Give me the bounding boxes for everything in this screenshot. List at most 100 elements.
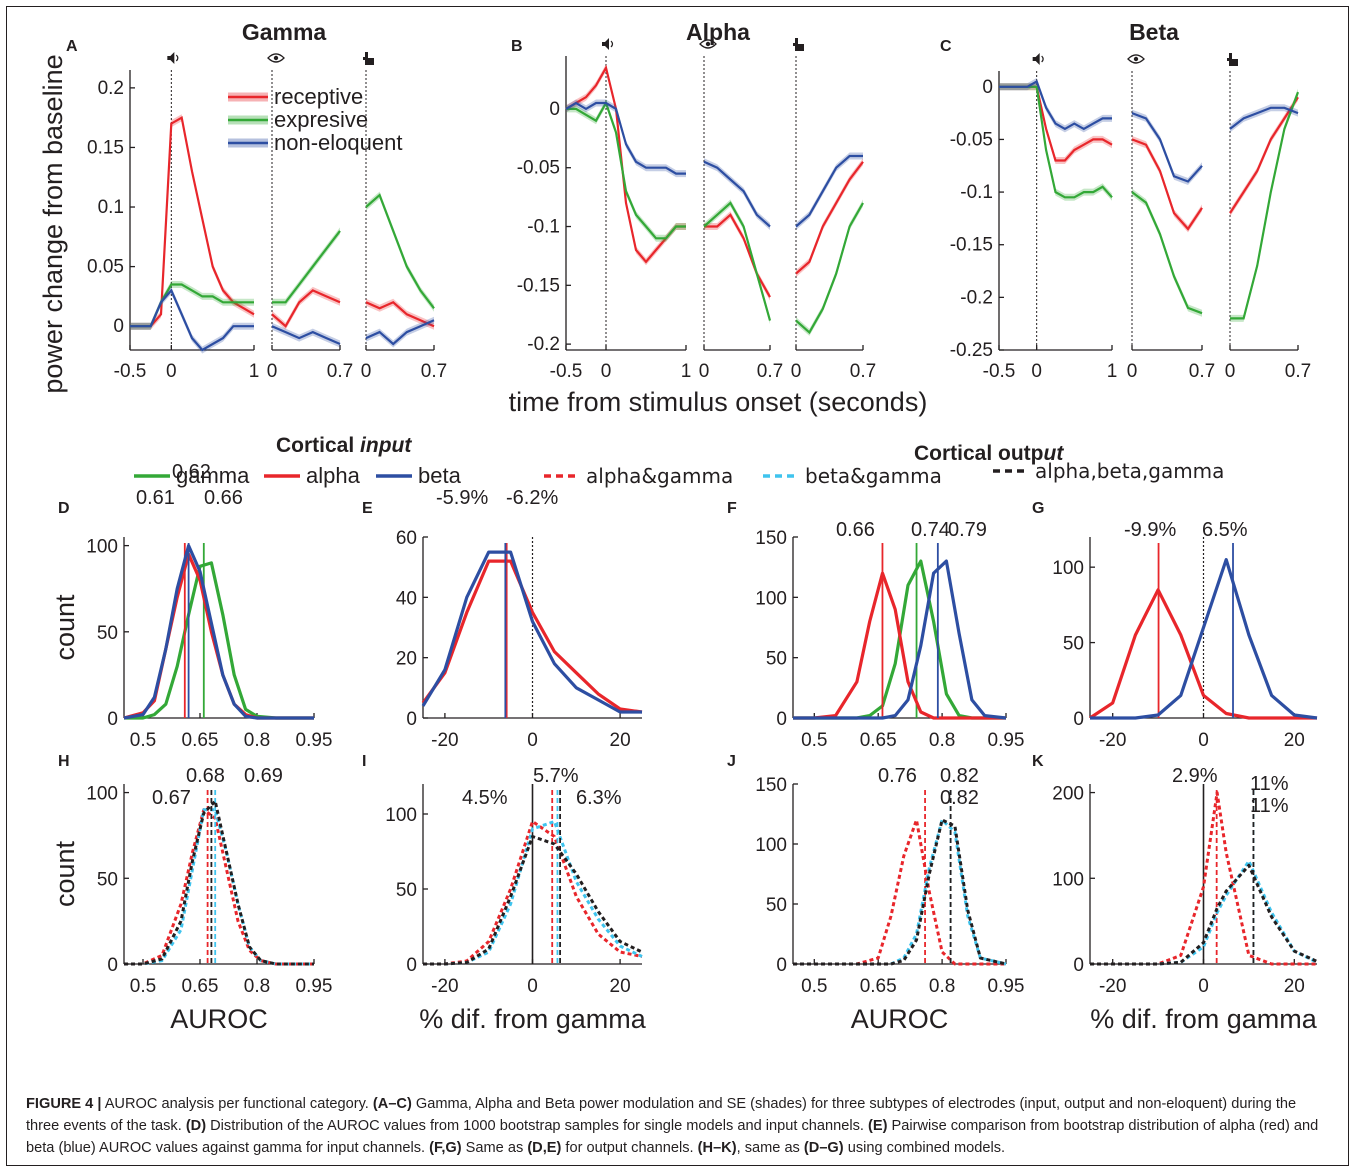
series-shade-receptive (704, 211, 770, 301)
caption-text: (D–G) (803, 1140, 844, 1156)
value-annotation: 0.66 (836, 519, 875, 541)
y-tick-label: 0.15 (87, 137, 124, 158)
series-line-expresive (566, 100, 686, 240)
caption-text: , same as (736, 1140, 804, 1156)
y-tick-label: 0 (107, 955, 118, 976)
y-tick-label: 0 (1073, 709, 1084, 730)
x-tick-label: 1 (1107, 361, 1118, 382)
value-annotation: 0.67 (152, 787, 191, 809)
series-line-expresive (795, 202, 864, 335)
x-tick-label: 20 (610, 976, 631, 997)
x-tick-label: 0.7 (1189, 361, 1215, 382)
value-annotation: 4.5% (462, 787, 508, 809)
x-tick-label: 0.5 (130, 730, 156, 751)
x-tick-label: 0.8 (244, 976, 270, 997)
legend-label: non-eloquent (274, 130, 402, 155)
figure-frame (6, 6, 1349, 1166)
x-tick-label: -20 (431, 730, 458, 751)
series-line-non-eloquent (1229, 106, 1299, 130)
x-tick-label: 0.8 (929, 730, 955, 751)
eye-outline (699, 39, 717, 49)
hand-pointer-icon (1227, 53, 1238, 66)
y-tick-label: 100 (755, 588, 787, 609)
section-cortical-output: Cortical output (914, 442, 1064, 465)
speaker-shape (602, 38, 609, 50)
panel-j: J 0 50 100 150 0.5 0.65 0.8 0.95 AUROC 0.76 0.820.8… (727, 753, 1024, 1034)
speaker-shape (167, 52, 175, 64)
y-tick-label: 0.2 (98, 78, 124, 99)
section-italic: input (360, 434, 412, 457)
series-line-non-eloquent (999, 79, 1112, 131)
series-line-beta (1090, 557, 1318, 720)
y-tick-label: 0.1 (98, 197, 124, 218)
x-tick-label: -20 (431, 976, 458, 997)
series-line-non-eloquent (703, 160, 771, 228)
x-tick-label: 0.65 (860, 730, 897, 751)
legend-label: alpha&gamma (586, 464, 733, 488)
x-tick-label: -20 (1099, 976, 1126, 997)
x-tick-label: 0.95 (988, 730, 1025, 751)
y-tick-label: 0 (549, 99, 560, 120)
value-annotation: 11% (1250, 795, 1289, 817)
value-annotation: 6.5% (1202, 519, 1248, 541)
y-tick-label: 100 (86, 537, 118, 558)
x-tick-label: -0.5 (114, 361, 147, 382)
x-tick-label: 0.95 (988, 976, 1025, 997)
panel-letter: H (58, 753, 70, 770)
series-line-alpha,beta,gamma (423, 835, 643, 966)
y-axis-title: power change from baseline (38, 54, 68, 393)
x-axis-title: AUROC (851, 1004, 949, 1034)
x-tick-label: 0.7 (1285, 361, 1311, 382)
y-tick-label: 100 (385, 805, 417, 826)
y-tick-label: 0 (776, 955, 787, 976)
speaker-icon (602, 38, 614, 50)
panel-d: D 0 50 100 0.5 0.65 0.8 0.95 count 0.61 0.62 0.66 (50, 461, 332, 751)
value-annotation: -9.9% (1124, 519, 1176, 541)
hand-shape (363, 52, 374, 65)
series-line-alpha,beta,gamma (1090, 863, 1318, 966)
value-annotation: -6.2% (506, 487, 558, 509)
caption-text: (D) (185, 1118, 207, 1134)
hand-shape (793, 38, 804, 51)
series-line-non-eloquent (1131, 112, 1203, 183)
y-tick-label: 100 (86, 784, 118, 805)
series-line-beta (421, 550, 642, 714)
value-annotation: 0.68 (186, 765, 225, 787)
caption-label: FIGURE 4 | (26, 1096, 102, 1112)
x-tick-label: 0 (267, 361, 278, 382)
y-tick-label: 50 (97, 869, 118, 890)
x-axis-title: time from stimulus onset (seconds) (509, 387, 928, 417)
eye-pupil (705, 41, 711, 47)
y-axis-title: count (50, 594, 80, 661)
x-tick-label: 0 (527, 730, 538, 751)
x-tick-label: 0.7 (850, 361, 876, 382)
caption-text: using combined models. (843, 1140, 1006, 1156)
y-tick-label: -0.15 (517, 275, 560, 296)
y-tick-label: 0 (982, 77, 993, 98)
x-tick-label: 0 (1198, 976, 1209, 997)
y-tick-label: 0 (406, 955, 417, 976)
section-cortical-input: Cortical input (276, 434, 412, 457)
x-tick-label: -0.5 (983, 361, 1016, 382)
series-line-receptive (271, 289, 341, 328)
x-tick-label: 0.5 (130, 976, 156, 997)
x-tick-label: 0 (527, 976, 538, 997)
series-line-beta&gamma (124, 808, 314, 966)
value-annotation: 0.79 (948, 519, 987, 541)
eye-icon (1127, 54, 1145, 64)
series-shade-non-eloquent (1132, 109, 1202, 185)
mid-legend: gamma alpha beta alpha&gamma beta&gamma alpha… (134, 459, 1224, 488)
series-line-non-eloquent (565, 101, 686, 175)
y-tick-label: 40 (396, 588, 417, 609)
panel-letter: E (362, 500, 373, 517)
caption-text: AUROC analysis per functional category. (101, 1096, 373, 1112)
speaker-icon (167, 52, 179, 64)
y-tick-label: 100 (1052, 869, 1084, 890)
y-tick-label: 0 (1073, 955, 1084, 976)
eye-outline (267, 53, 285, 63)
eye-icon (267, 53, 285, 63)
x-tick-label: 0.65 (860, 976, 897, 997)
series-line-beta (123, 543, 314, 720)
